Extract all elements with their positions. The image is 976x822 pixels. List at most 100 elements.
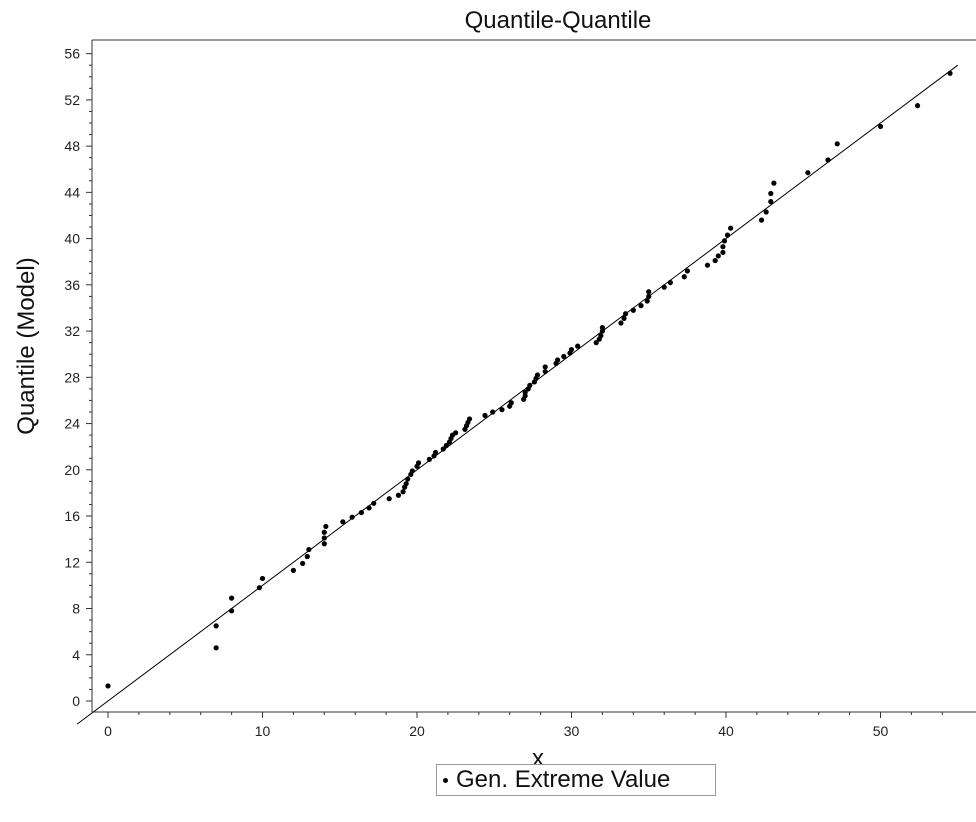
data-point	[440, 446, 446, 452]
y-tick-label: 12	[64, 554, 80, 570]
data-point	[825, 157, 831, 163]
data-point	[834, 141, 840, 147]
reference-line-group	[76, 64, 959, 725]
data-point	[300, 560, 306, 567]
data-point	[646, 289, 652, 295]
legend-marker	[443, 777, 448, 783]
data-point	[771, 180, 777, 186]
data-point	[638, 303, 644, 309]
data-point	[323, 523, 329, 530]
data-point	[630, 307, 636, 313]
y-tick-label: 20	[64, 462, 80, 478]
data-point	[371, 500, 377, 506]
data-point	[490, 409, 496, 415]
data-point	[409, 468, 415, 474]
y-tick-label: 24	[64, 416, 80, 432]
y-tick-label: 0	[72, 693, 80, 709]
data-point	[105, 683, 111, 689]
data-point	[256, 585, 263, 591]
data-point	[386, 496, 392, 502]
y-tick-label: 48	[64, 138, 80, 154]
data-point	[575, 343, 581, 349]
data-point	[290, 567, 296, 573]
data-point	[593, 340, 599, 346]
x-tick-label: 20	[409, 723, 425, 739]
data-point	[426, 456, 432, 462]
data-point	[914, 103, 921, 109]
data-points	[105, 70, 953, 689]
data-point	[349, 514, 355, 520]
data-point	[724, 232, 731, 238]
data-point	[534, 372, 541, 378]
data-point	[667, 279, 673, 286]
data-point	[395, 492, 402, 498]
data-point	[684, 268, 690, 274]
reference-line	[76, 64, 959, 725]
data-point	[805, 170, 811, 176]
data-point	[542, 364, 548, 370]
data-point	[453, 430, 459, 436]
data-point	[720, 249, 726, 256]
data-point	[213, 645, 219, 651]
data-point	[508, 400, 514, 406]
data-point	[482, 412, 488, 419]
data-point	[321, 541, 327, 547]
data-point	[466, 416, 473, 422]
legend-label: Gen. Extreme Value	[456, 766, 671, 793]
data-point	[768, 190, 774, 197]
data-point	[522, 389, 528, 395]
x-tick-label: 30	[564, 723, 580, 739]
data-point	[618, 320, 624, 326]
data-point	[621, 315, 627, 321]
data-point	[877, 123, 884, 130]
legend: Gen. Extreme Value	[436, 764, 716, 796]
data-point	[229, 608, 235, 614]
data-point	[400, 489, 406, 495]
data-point	[306, 546, 312, 553]
data-point	[229, 595, 235, 601]
data-point	[599, 325, 606, 331]
data-point	[527, 382, 533, 389]
y-tick-label: 52	[64, 92, 80, 108]
data-point	[443, 442, 449, 449]
data-point	[622, 311, 629, 317]
data-point	[366, 505, 372, 511]
data-point	[321, 535, 327, 541]
data-point	[304, 553, 310, 560]
y-tick-label: 8	[72, 601, 80, 617]
data-point	[432, 449, 439, 456]
data-point	[712, 257, 718, 264]
x-tick-label: 10	[255, 723, 271, 739]
data-point	[405, 476, 411, 482]
x-tick-label: 40	[718, 723, 734, 739]
data-point	[358, 509, 364, 516]
y-tick-label: 36	[64, 277, 80, 293]
y-tick-label: 44	[64, 184, 80, 200]
data-point	[403, 481, 409, 487]
x-axis: 0 10 20 30 40 50	[104, 712, 943, 739]
data-point	[646, 293, 652, 299]
data-point	[768, 199, 774, 205]
data-point	[644, 298, 650, 304]
data-point	[720, 244, 726, 250]
y-tick-label: 40	[64, 231, 80, 247]
data-point	[259, 575, 266, 582]
y-tick-label: 32	[64, 323, 80, 339]
data-point	[947, 70, 953, 76]
data-point	[415, 460, 422, 466]
data-point	[661, 284, 667, 290]
data-point	[715, 253, 721, 259]
data-point	[681, 274, 687, 280]
data-point	[568, 346, 575, 353]
data-point	[598, 333, 604, 339]
data-point	[763, 209, 769, 215]
data-point	[542, 368, 548, 375]
data-point	[704, 262, 711, 268]
x-tick-label: 50	[873, 723, 889, 739]
y-tick-label: 4	[72, 647, 80, 663]
chart-title: Quantile-Quantile	[465, 7, 652, 34]
x-tick-label: 0	[104, 723, 112, 739]
data-point	[728, 225, 734, 231]
data-point	[554, 357, 561, 363]
y-tick-label: 16	[64, 508, 80, 524]
